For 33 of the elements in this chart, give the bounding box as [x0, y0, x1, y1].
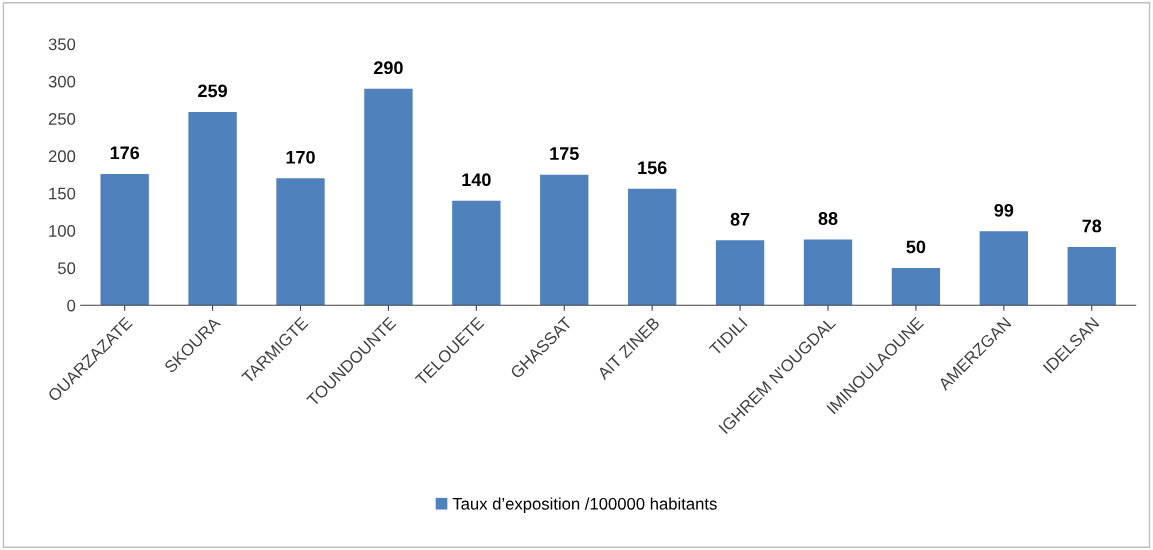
bar — [803, 239, 853, 306]
bar — [188, 111, 237, 306]
bar — [891, 267, 941, 306]
bar — [540, 174, 589, 306]
data-label: 170 — [286, 150, 315, 164]
bar — [452, 200, 501, 306]
data-label: 87 — [730, 212, 750, 226]
data-label: 140 — [462, 173, 491, 187]
data-label: 99 — [994, 203, 1014, 217]
y-tick-label: 100 — [49, 225, 76, 237]
y-tick-label: 250 — [48, 113, 76, 125]
bar — [979, 231, 1029, 306]
data-label: 50 — [906, 240, 926, 254]
bar — [627, 188, 677, 306]
data-label: 175 — [550, 147, 579, 160]
y-tick-label: 0 — [67, 299, 76, 312]
data-label: 290 — [373, 61, 403, 75]
legend-label: Taux d’exposition /100000 habitants — [452, 497, 717, 513]
data-label: 259 — [198, 84, 227, 98]
data-label: 88 — [818, 212, 838, 225]
bar — [1067, 247, 1116, 306]
bar — [715, 240, 765, 306]
y-tick-label: 50 — [57, 262, 76, 275]
bar — [364, 88, 413, 306]
bar — [100, 173, 149, 306]
y-tick-label: 350 — [48, 38, 76, 51]
y-tick-label: 150 — [49, 187, 76, 200]
data-label: 156 — [638, 161, 667, 175]
y-tick-label: 300 — [48, 75, 76, 88]
data-label: 78 — [1082, 219, 1102, 233]
data-label: 176 — [110, 146, 140, 160]
bar — [276, 178, 325, 306]
y-tick-label: 200 — [48, 150, 76, 163]
